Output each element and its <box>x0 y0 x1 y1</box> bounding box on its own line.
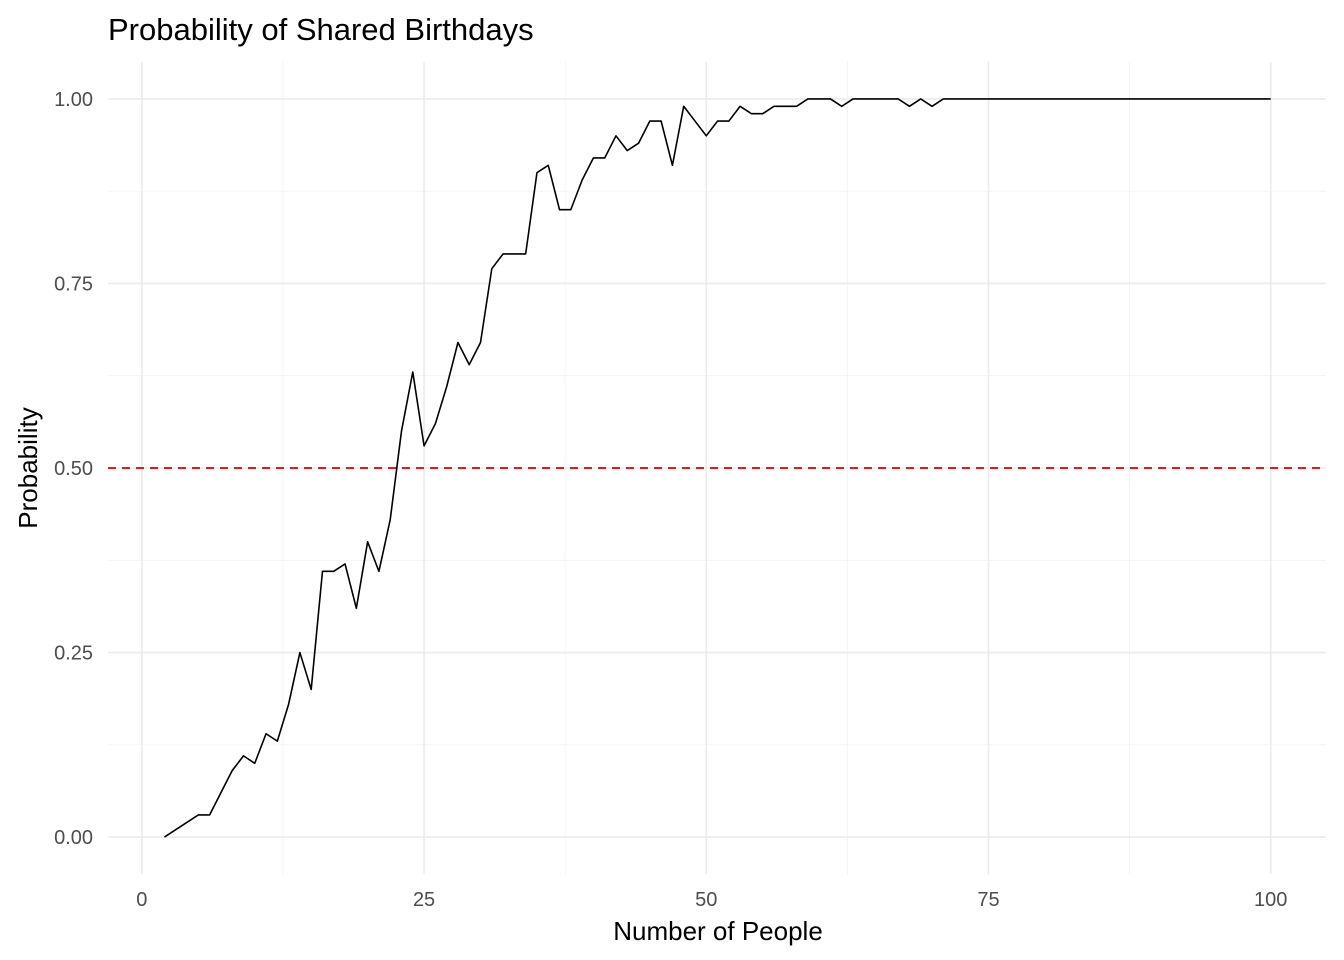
y-tick-label: 0.50 <box>54 458 93 480</box>
y-tick-label: 1.00 <box>54 89 93 111</box>
series-layer <box>164 98 1271 838</box>
y-axis-title: Probability <box>13 407 43 528</box>
x-tick-label: 25 <box>413 889 435 911</box>
y-tick-label: 0.75 <box>54 273 93 295</box>
x-tick-label: 0 <box>136 889 147 911</box>
x-tick-label: 50 <box>695 889 717 911</box>
x-tick-label: 100 <box>1254 889 1287 911</box>
tick-labels: 0 25 50 75 100 0.00 0.25 0.50 0.75 1.00 <box>54 89 1287 911</box>
y-tick-label: 0.00 <box>54 827 93 849</box>
x-axis-title: Number of People <box>613 916 823 946</box>
chart-title: Probability of Shared Birthdays <box>108 12 534 47</box>
series-line <box>164 98 1271 838</box>
y-tick-label: 0.25 <box>54 643 93 665</box>
x-tick-label: 75 <box>977 889 999 911</box>
